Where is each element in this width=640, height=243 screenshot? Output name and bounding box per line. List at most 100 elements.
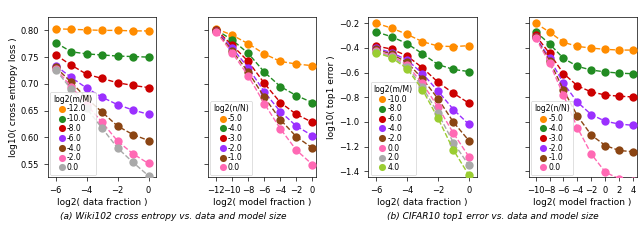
Legend: -12.0, -10.0, -8.0, -6.0, -4.0, -2.0, 0.0: -12.0, -10.0, -8.0, -6.0, -4.0, -2.0, 0.… — [51, 92, 95, 175]
-6.0 — [449, 92, 457, 95]
Legend: -5.0, -4.0, -3.0, -2.0, -1.0, 0.0: -5.0, -4.0, -3.0, -2.0, -1.0, 0.0 — [211, 101, 252, 175]
-2.0 — [588, 113, 595, 116]
-2.0 — [129, 152, 137, 155]
-4.0 — [52, 66, 60, 69]
-2.0 — [546, 57, 554, 60]
0.0 — [372, 49, 380, 52]
Line: -6.0: -6.0 — [52, 61, 153, 119]
-12.0 — [99, 29, 106, 32]
-2.0 — [292, 125, 300, 128]
-1.0 — [244, 71, 252, 74]
-1.0 — [308, 147, 316, 149]
-6.0 — [465, 102, 473, 104]
-10.0 — [419, 40, 426, 43]
0.0 — [434, 106, 442, 109]
-3.0 — [532, 34, 540, 37]
0.0 — [573, 126, 581, 129]
-3.0 — [616, 95, 623, 98]
-10.0 — [114, 55, 122, 58]
-12.0 — [67, 28, 75, 31]
-10.0 — [67, 50, 75, 53]
0.0 — [546, 61, 554, 64]
-6.0 — [67, 76, 75, 79]
0.0 — [616, 177, 623, 180]
-2.0 — [559, 82, 567, 85]
-10.0 — [449, 45, 457, 48]
-10.0 — [145, 56, 152, 59]
-12.0 — [129, 29, 137, 32]
Line: -2.0: -2.0 — [52, 65, 153, 168]
-2.0 — [83, 103, 90, 106]
0.0 — [99, 127, 106, 130]
4.0 — [419, 88, 426, 91]
-2.0 — [114, 139, 122, 142]
-8.0 — [434, 63, 442, 66]
-2.0 — [532, 35, 540, 38]
Line: -4.0: -4.0 — [372, 44, 473, 129]
-1.0 — [588, 134, 595, 137]
0.0 — [145, 174, 152, 177]
-12.0 — [52, 27, 60, 30]
0.0 — [244, 74, 252, 77]
-1.0 — [228, 49, 236, 52]
0.0 — [308, 163, 316, 166]
-3.0 — [276, 101, 284, 104]
Line: 0.0: 0.0 — [531, 34, 637, 185]
Y-axis label: log10( top1 error ): log10( top1 error ) — [327, 55, 337, 139]
0.0 — [67, 88, 75, 91]
-8.0 — [52, 53, 60, 56]
-4.0 — [602, 70, 609, 73]
-2.0 — [308, 134, 316, 137]
-4.0 — [99, 111, 106, 114]
Line: -5.0: -5.0 — [531, 19, 637, 54]
Line: 0.0: 0.0 — [212, 28, 317, 169]
-6.0 — [83, 87, 90, 90]
-5.0 — [532, 22, 540, 25]
-3.0 — [292, 113, 300, 116]
-10.0 — [99, 53, 106, 56]
Text: (a) Wiki102 cross entropy vs. data and model size: (a) Wiki102 cross entropy vs. data and m… — [60, 212, 286, 221]
-4.0 — [588, 69, 595, 71]
-5.0 — [244, 42, 252, 45]
-8.0 — [114, 81, 122, 84]
4.0 — [403, 67, 411, 70]
-4.0 — [212, 28, 220, 31]
Line: -4.0: -4.0 — [52, 63, 153, 145]
-4.0 — [114, 125, 122, 128]
-4.0 — [308, 101, 316, 104]
Y-axis label: log10( cross entropy loss ): log10( cross entropy loss ) — [9, 37, 18, 157]
-10.0 — [434, 44, 442, 47]
0.0 — [83, 107, 90, 110]
-2.0 — [99, 121, 106, 124]
-1.0 — [292, 135, 300, 138]
-4.0 — [573, 65, 581, 68]
Line: -3.0: -3.0 — [212, 26, 317, 127]
-4.0 — [129, 133, 137, 136]
-3.0 — [630, 95, 637, 98]
0.0 — [559, 94, 567, 97]
2.0 — [465, 164, 473, 167]
0.0 — [588, 153, 595, 156]
0.0 — [52, 69, 60, 71]
-10.0 — [403, 33, 411, 36]
0.0 — [129, 161, 137, 164]
0.0 — [292, 149, 300, 152]
-5.0 — [308, 64, 316, 67]
-1.0 — [212, 30, 220, 33]
-6.0 — [419, 66, 426, 69]
4.0 — [465, 174, 473, 177]
-1.0 — [559, 88, 567, 91]
-3.0 — [573, 84, 581, 87]
-4.0 — [372, 47, 380, 50]
-6.0 — [145, 113, 152, 116]
-6.0 — [434, 81, 442, 84]
-2.0 — [52, 67, 60, 70]
-4.0 — [145, 139, 152, 142]
-5.0 — [228, 34, 236, 37]
-10.0 — [52, 41, 60, 44]
-2.0 — [388, 52, 396, 55]
-3.0 — [602, 94, 609, 96]
-5.0 — [588, 47, 595, 50]
Line: -1.0: -1.0 — [212, 27, 317, 152]
-1.0 — [546, 59, 554, 62]
